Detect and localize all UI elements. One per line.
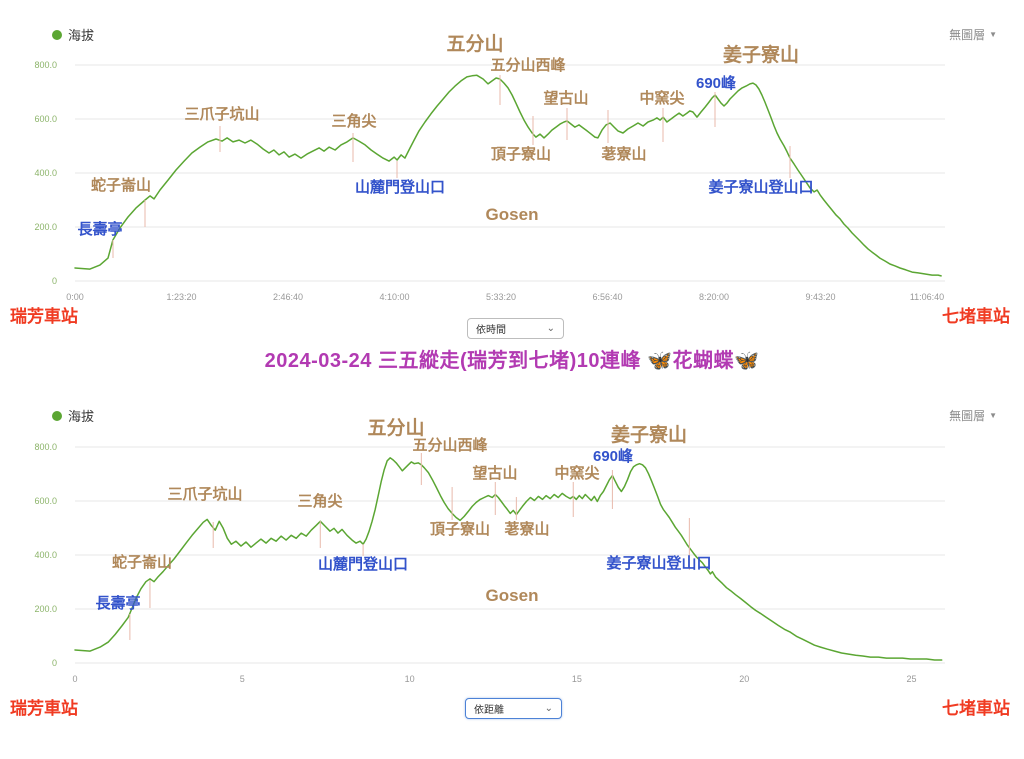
- page-title: 2024-03-24 三五縱走(瑞芳到七堵)10連峰 🦋花蝴蝶🦋: [264, 350, 760, 372]
- poi-label: 690峰: [696, 74, 737, 92]
- x-axis-label: 20: [739, 674, 749, 684]
- legend-dot-icon: [52, 410, 62, 421]
- peak-label: 望古山: [543, 89, 588, 107]
- elevation-line: [74, 74, 942, 277]
- chevron-down-icon: ⌄: [544, 702, 553, 714]
- peak-label: 頂子寮山: [430, 520, 490, 538]
- watermark-logo: Gosen: [486, 205, 539, 224]
- y-axis-label: 200.0: [34, 222, 57, 232]
- peak-major-label: 姜子寮山: [611, 423, 687, 446]
- y-axis-label: 800.0: [34, 60, 57, 70]
- peak-label: 三爪子坑山: [167, 485, 242, 503]
- peak-label: 荖寮山: [503, 520, 549, 538]
- peak-label: 頂子寮山: [491, 145, 551, 163]
- x-axis-label: 0: [72, 674, 77, 684]
- x-axis-label: 2:46:40: [273, 292, 303, 302]
- poi-label: 姜子寮山登山口: [708, 178, 813, 196]
- peak-major-label: 姜子寮山: [723, 43, 799, 66]
- peak-label: 五分山西峰: [412, 436, 488, 454]
- x-axis-label: 15: [572, 674, 582, 684]
- x-axis-label: 8:20:00: [699, 292, 729, 302]
- elevation-line: [74, 457, 943, 661]
- poi-label: 山麓門登山口: [355, 178, 445, 196]
- x-axis-label: 10: [405, 674, 415, 684]
- axis-mode-select-distance[interactable]: 依距離 ⌄: [465, 698, 562, 719]
- x-axis-label: 25: [907, 674, 917, 684]
- y-axis-label: 400.0: [34, 168, 57, 178]
- triangle-down-icon: ▼: [989, 30, 997, 39]
- legend-label: 海拔: [68, 409, 95, 424]
- poi-label: 姜子寮山登山口: [606, 554, 711, 572]
- y-axis-label: 600.0: [34, 496, 57, 506]
- station-label-start-time-chart: 瑞芳車站: [10, 307, 78, 326]
- y-axis-label: 200.0: [34, 604, 57, 614]
- peak-major-label: 五分山: [446, 33, 503, 55]
- peak-label: 蛇子崙山: [91, 176, 151, 194]
- peak-label: 中窯尖: [554, 464, 599, 482]
- poi-label: 長壽亭: [95, 594, 140, 612]
- axis-mode-value: 依時間: [476, 325, 506, 336]
- peak-label: 三爪子坑山: [184, 105, 259, 123]
- peak-label: 三角尖: [331, 112, 376, 130]
- peak-major-label: 五分山: [367, 417, 424, 439]
- peak-label: 五分山西峰: [490, 56, 566, 74]
- x-axis-label: 6:56:40: [592, 292, 622, 302]
- x-axis-label: 5:33:20: [486, 292, 516, 302]
- legend-elevation[interactable]: 海拔: [52, 25, 94, 44]
- peak-label: 中窯尖: [639, 89, 684, 107]
- poi-label: 山麓門登山口: [318, 555, 408, 573]
- legend-dot-icon: [52, 29, 62, 40]
- chevron-down-icon: ⌄: [546, 322, 555, 334]
- x-axis-label: 11:06:40: [910, 292, 944, 302]
- axis-mode-select-time[interactable]: 依時間 ⌄: [467, 318, 564, 339]
- layers-label: 無圖層: [949, 28, 986, 42]
- legend-label: 海拔: [68, 28, 95, 43]
- x-axis-label: 5: [240, 674, 245, 684]
- peak-label: 望古山: [472, 464, 517, 482]
- y-axis-label: 800.0: [34, 442, 57, 452]
- legend-elevation-2[interactable]: 海拔: [52, 406, 94, 425]
- poi-label: 690峰: [593, 447, 634, 465]
- plot-area[interactable]: [75, 49, 945, 281]
- x-axis-label: 0:00: [66, 292, 84, 302]
- watermark-logo: Gosen: [486, 586, 539, 605]
- x-axis-label: 4:10:00: [379, 292, 409, 302]
- y-axis-label: 0: [52, 276, 57, 286]
- x-axis-label: 9:43:20: [805, 292, 835, 302]
- peak-label: 荖寮山: [600, 145, 646, 163]
- peak-label: 蛇子崙山: [112, 553, 172, 571]
- y-axis-label: 600.0: [34, 114, 57, 124]
- layers-dropdown[interactable]: 無圖層 ▼: [949, 26, 997, 43]
- triangle-down-icon: ▼: [989, 411, 997, 420]
- x-axis-label: 1:23:20: [166, 292, 196, 302]
- poi-label: 長壽亭: [77, 220, 122, 238]
- y-axis-label: 400.0: [34, 550, 57, 560]
- layers-dropdown-2[interactable]: 無圖層 ▼: [949, 407, 997, 424]
- station-label-end-distance-chart: 七堵車站: [942, 699, 1010, 718]
- peak-label: 三角尖: [297, 492, 342, 510]
- axis-mode-value: 依距離: [474, 705, 504, 716]
- layers-label: 無圖層: [949, 409, 986, 423]
- station-label-start-distance-chart: 瑞芳車站: [10, 699, 78, 718]
- y-axis-label: 0: [52, 658, 57, 668]
- station-label-end-time-chart: 七堵車站: [942, 307, 1010, 326]
